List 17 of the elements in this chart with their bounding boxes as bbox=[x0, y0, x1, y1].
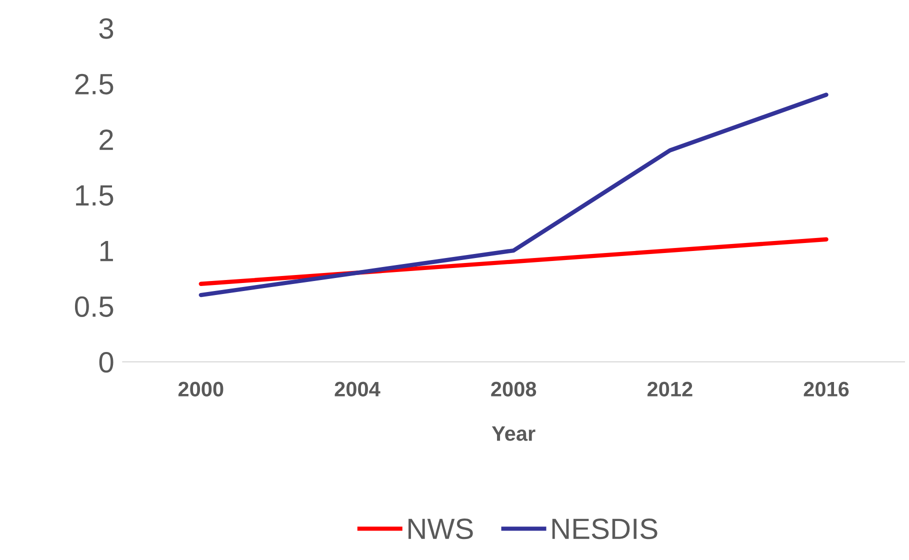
y-tick-label: 2.5 bbox=[75, 74, 114, 94]
line-series bbox=[198, 92, 828, 298]
x-tick-label: 2016 bbox=[804, 382, 849, 397]
line-series bbox=[198, 237, 828, 286]
y-tick-label: 3 bbox=[99, 18, 114, 39]
x-tick-label: 2008 bbox=[491, 382, 536, 397]
y-tick-label: 0 bbox=[99, 352, 114, 373]
x-tick-label: 2000 bbox=[178, 382, 224, 397]
x-tick-label: 2012 bbox=[647, 382, 692, 397]
y-tick-label: 1 bbox=[100, 241, 113, 262]
x-tick-label: 2004 bbox=[334, 382, 380, 397]
legend-label: NESDIS bbox=[552, 518, 658, 540]
x-axis-title: Year bbox=[492, 426, 536, 441]
y-tick-label: 0.5 bbox=[74, 296, 114, 317]
y-tick-label: 2 bbox=[100, 129, 113, 150]
y-tick-label: 1.5 bbox=[76, 185, 114, 206]
legend-label: NWS bbox=[408, 518, 473, 540]
